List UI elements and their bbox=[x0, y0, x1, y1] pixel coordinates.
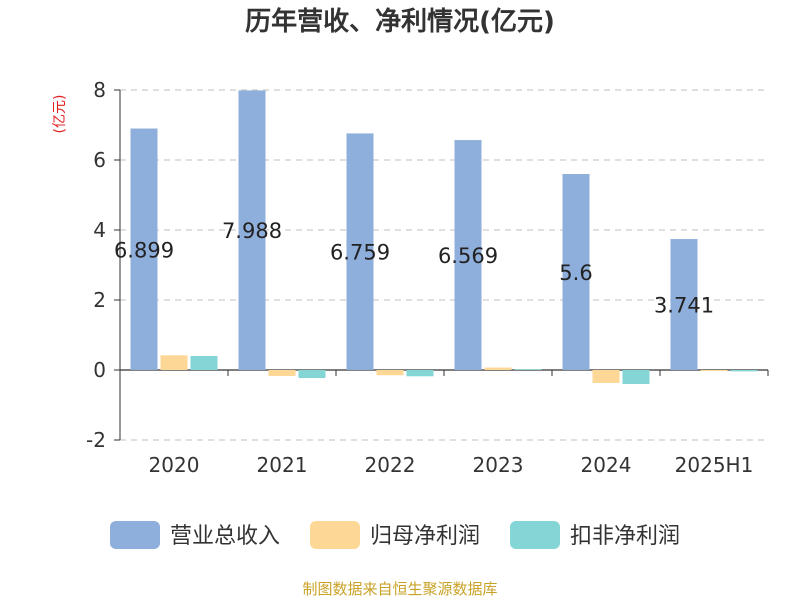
x-tick-label: 2022 bbox=[365, 453, 416, 477]
legend-swatch bbox=[110, 521, 160, 549]
legend: 营业总收入 归母净利润 扣非净利润 bbox=[110, 521, 680, 549]
bar-营业总收入-2022 bbox=[346, 133, 374, 370]
data-label: 5.6 bbox=[559, 261, 592, 285]
data-labels: 6.899 7.988 6.759 6.569 5.6 3.741 bbox=[114, 219, 714, 317]
x-tick-label: 2025H1 bbox=[675, 453, 754, 477]
bar-营业总收入-2021 bbox=[238, 90, 266, 371]
bar-归母净利润-2022 bbox=[376, 370, 404, 376]
y-tick-label: 2 bbox=[93, 288, 106, 312]
chart-title: 历年营收、净利情况(亿元) bbox=[245, 6, 555, 37]
bar-扣非净利润-2020 bbox=[190, 356, 218, 370]
tick-labels: -2 0 2 4 6 8 2020 2021 2022 2023 2024 2025H1 bbox=[86, 78, 753, 477]
bar-归母净利润-2024 bbox=[592, 370, 620, 383]
bar-扣非净利润-2025H1 bbox=[730, 370, 758, 372]
legend-swatch bbox=[310, 521, 360, 549]
bar-归母净利润-2021 bbox=[268, 370, 296, 376]
bar-营业总收入-2024 bbox=[562, 174, 590, 370]
source-note: 制图数据来自恒生聚源数据库 bbox=[302, 580, 497, 598]
y-tick-label: 0 bbox=[93, 358, 106, 382]
data-label: 6.899 bbox=[114, 238, 174, 262]
bar-扣非净利润-2024 bbox=[622, 370, 650, 384]
bar-归母净利润-2020 bbox=[160, 355, 188, 370]
x-tick-label: 2024 bbox=[581, 453, 632, 477]
gridlines bbox=[120, 89, 768, 441]
y-axis-unit-label: (亿元) bbox=[52, 95, 68, 134]
axes bbox=[114, 89, 769, 441]
x-tick-label: 2020 bbox=[149, 453, 200, 477]
y-tick-label: 6 bbox=[93, 148, 106, 172]
bar-归母净利润-2023 bbox=[484, 367, 512, 370]
bar-归母净利润-2025H1 bbox=[700, 370, 728, 372]
data-label: 7.988 bbox=[222, 219, 282, 243]
x-tick-label: 2023 bbox=[473, 453, 524, 477]
legend-label: 扣非净利润 bbox=[570, 524, 680, 549]
bar-扣非净利润-2022 bbox=[406, 370, 434, 377]
y-tick-label: -2 bbox=[86, 428, 106, 452]
bar-营业总收入-2025H1 bbox=[670, 239, 698, 370]
data-label: 3.741 bbox=[654, 294, 714, 318]
data-label: 6.569 bbox=[438, 244, 498, 268]
bar-扣非净利润-2023 bbox=[514, 369, 542, 370]
legend-label: 营业总收入 bbox=[170, 524, 280, 549]
legend-label: 归母净利润 bbox=[370, 524, 480, 549]
legend-swatch bbox=[510, 521, 560, 549]
bar-扣非净利润-2021 bbox=[298, 370, 326, 379]
data-label: 6.759 bbox=[330, 241, 390, 265]
y-tick-label: 4 bbox=[93, 218, 106, 242]
bars bbox=[130, 90, 758, 384]
x-tick-label: 2021 bbox=[257, 453, 308, 477]
bar-营业总收入-2020 bbox=[130, 128, 158, 370]
y-tick-label: 8 bbox=[93, 78, 106, 102]
bar-营业总收入-2023 bbox=[454, 140, 482, 370]
